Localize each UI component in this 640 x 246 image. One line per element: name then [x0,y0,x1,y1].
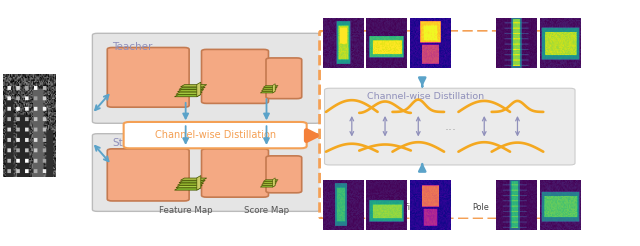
Polygon shape [263,180,278,182]
FancyBboxPatch shape [266,58,301,99]
Text: Person: Person [333,203,360,212]
FancyBboxPatch shape [266,156,301,193]
Polygon shape [263,86,278,87]
Polygon shape [177,183,204,185]
Text: Student: Student [112,138,154,148]
Text: Teacher: Teacher [112,42,152,52]
Polygon shape [197,82,201,97]
FancyBboxPatch shape [92,134,321,211]
Polygon shape [262,88,277,89]
FancyBboxPatch shape [202,149,269,197]
Polygon shape [273,178,275,187]
Polygon shape [175,94,201,97]
Text: ...: ... [436,56,452,70]
FancyBboxPatch shape [324,88,575,165]
Text: Score Map: Score Map [244,206,289,215]
Polygon shape [176,185,202,188]
Polygon shape [177,90,204,92]
Text: ...: ... [445,120,457,133]
Text: Truck: Truck [504,203,525,212]
Polygon shape [176,92,202,94]
Text: Channel-wise Distillation: Channel-wise Distillation [367,92,484,101]
Polygon shape [175,188,201,190]
FancyBboxPatch shape [124,122,307,148]
Polygon shape [261,184,276,185]
FancyBboxPatch shape [202,49,269,103]
Polygon shape [260,185,275,187]
Polygon shape [179,87,205,89]
Polygon shape [197,176,201,190]
Polygon shape [180,85,207,87]
Polygon shape [261,89,276,91]
Polygon shape [273,84,275,93]
Text: Traffic Sign: Traffic Sign [390,203,435,212]
Text: Feature Map: Feature Map [159,206,212,215]
Polygon shape [180,178,207,180]
Text: ...: ... [436,182,452,196]
FancyBboxPatch shape [108,47,189,107]
FancyBboxPatch shape [92,33,321,123]
Polygon shape [179,181,205,183]
Text: Car: Car [372,203,387,212]
Polygon shape [260,91,275,93]
Text: Pole: Pole [472,203,489,212]
FancyBboxPatch shape [319,30,579,219]
Text: Channel-wise Distillation: Channel-wise Distillation [155,130,276,140]
FancyBboxPatch shape [108,149,189,201]
Polygon shape [262,182,277,183]
